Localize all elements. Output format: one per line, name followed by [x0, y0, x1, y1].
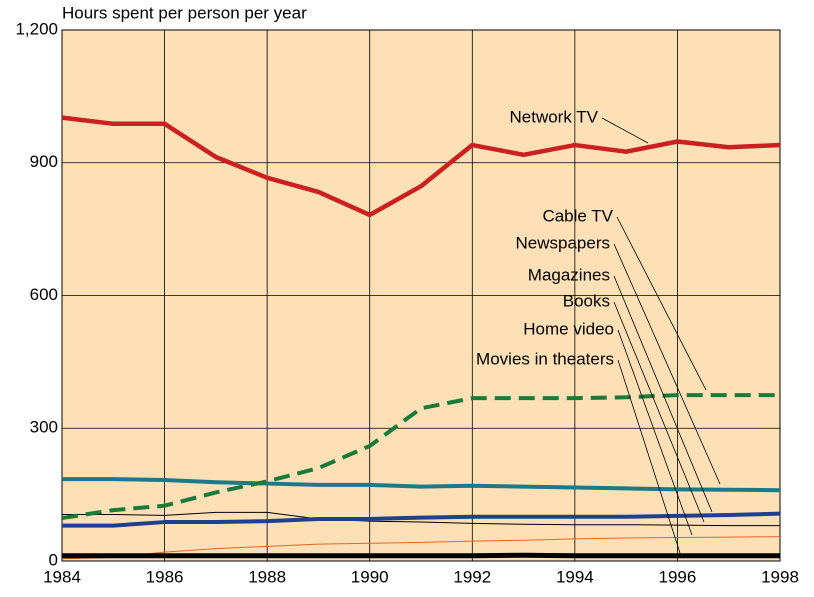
series-label: Home video — [523, 319, 614, 338]
series-label: Movies in theaters — [476, 349, 614, 368]
x-tick-label: 1988 — [248, 567, 286, 586]
series-label: Books — [563, 291, 610, 310]
series-label: Magazines — [528, 265, 610, 284]
y-tick-label: 600 — [30, 285, 58, 304]
x-tick-label: 1994 — [556, 567, 594, 586]
x-tick-label: 1998 — [761, 567, 799, 586]
x-tick-label: 1986 — [146, 567, 184, 586]
y-axis-label: Hours spent per person per year — [62, 3, 307, 22]
series-label: Cable TV — [542, 206, 613, 225]
series-label: Newspapers — [516, 233, 611, 252]
x-tick-label: 1996 — [659, 567, 697, 586]
x-tick-label: 1984 — [43, 567, 81, 586]
y-tick-label: 900 — [30, 152, 58, 171]
series-label: Network TV — [510, 107, 599, 126]
x-tick-label: 1992 — [453, 567, 491, 586]
y-tick-label: 1,200 — [15, 19, 58, 38]
y-tick-label: 300 — [30, 418, 58, 437]
x-tick-label: 1990 — [351, 567, 389, 586]
